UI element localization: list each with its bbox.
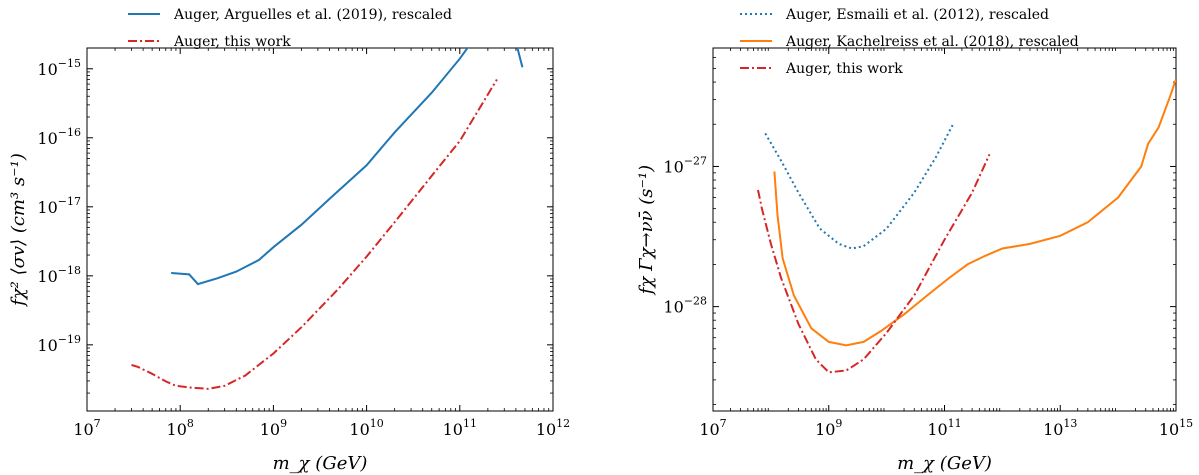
plot-frame xyxy=(86,47,554,412)
legend-label: Auger, Arguelles et al. (2019), rescaled xyxy=(173,7,452,23)
x-axis-label: m_χ (GeV) xyxy=(897,453,992,474)
y-tick-label: 10−27 xyxy=(663,154,707,176)
legend: Auger, Arguelles et al. (2019), rescaled… xyxy=(128,7,452,50)
x-tick-label: 1012 xyxy=(536,417,570,439)
y-tick-label: 10−19 xyxy=(37,333,81,355)
series-line-2 xyxy=(773,78,1176,347)
x-tick-label: 109 xyxy=(260,417,287,439)
legend-label: Auger, this work xyxy=(785,61,903,77)
y-tick-label: 10−18 xyxy=(37,264,81,286)
x-tick-label: 109 xyxy=(815,417,842,439)
series-line-3 xyxy=(757,153,991,374)
y-tick-label: 10−16 xyxy=(37,126,81,148)
y-tick-label: 10−15 xyxy=(37,57,81,79)
legend-label: Auger, this work xyxy=(173,34,291,50)
plot-frame xyxy=(712,47,1177,412)
x-tick-label: 108 xyxy=(167,417,194,439)
x-tick-label: 107 xyxy=(73,417,100,439)
chart-2: 107 109 1011 1013 1015 10−28 10−27 m_χ (GeV) fχ … xyxy=(636,7,1193,474)
series-line-2 xyxy=(131,78,498,390)
y-axis-label: fχ Γχ→νν̄ (s⁻¹) xyxy=(636,165,657,296)
x-tick-label: 1011 xyxy=(927,417,961,439)
chart-1: 107 108 109 1010 1011 1012 10−19 10−18 10−17 10−1… xyxy=(8,7,570,474)
y-minor-ticks xyxy=(713,56,1176,405)
y-minor-ticks xyxy=(87,71,553,394)
x-tick-label: 1013 xyxy=(1043,417,1077,439)
legend: Auger, Esmaili et al. (2012), rescaled Au… xyxy=(740,7,1079,77)
legend-label: Auger, Kachelreiss et al. (2018), rescal… xyxy=(785,34,1079,50)
x-tick-label: 1010 xyxy=(349,417,383,439)
series-group xyxy=(757,78,1176,374)
y-axis-label: fχ² ⟨σv⟩ (cm³ s⁻¹) xyxy=(8,153,29,308)
series-line-1 xyxy=(171,48,524,286)
x-tick-label: 107 xyxy=(699,417,726,439)
series-line-1 xyxy=(764,123,954,250)
x-minor-ticks xyxy=(114,48,550,411)
x-minor-ticks xyxy=(730,48,1174,411)
x-tick-label: 1015 xyxy=(1159,417,1193,439)
series-group xyxy=(131,48,524,390)
y-tick-label: 10−17 xyxy=(37,195,81,217)
x-tick-label: 1011 xyxy=(443,417,477,439)
y-tick-label: 10−28 xyxy=(663,295,707,317)
x-axis-label: m_χ (GeV) xyxy=(273,453,368,474)
legend-label: Auger, Esmaili et al. (2012), rescaled xyxy=(785,7,1049,23)
